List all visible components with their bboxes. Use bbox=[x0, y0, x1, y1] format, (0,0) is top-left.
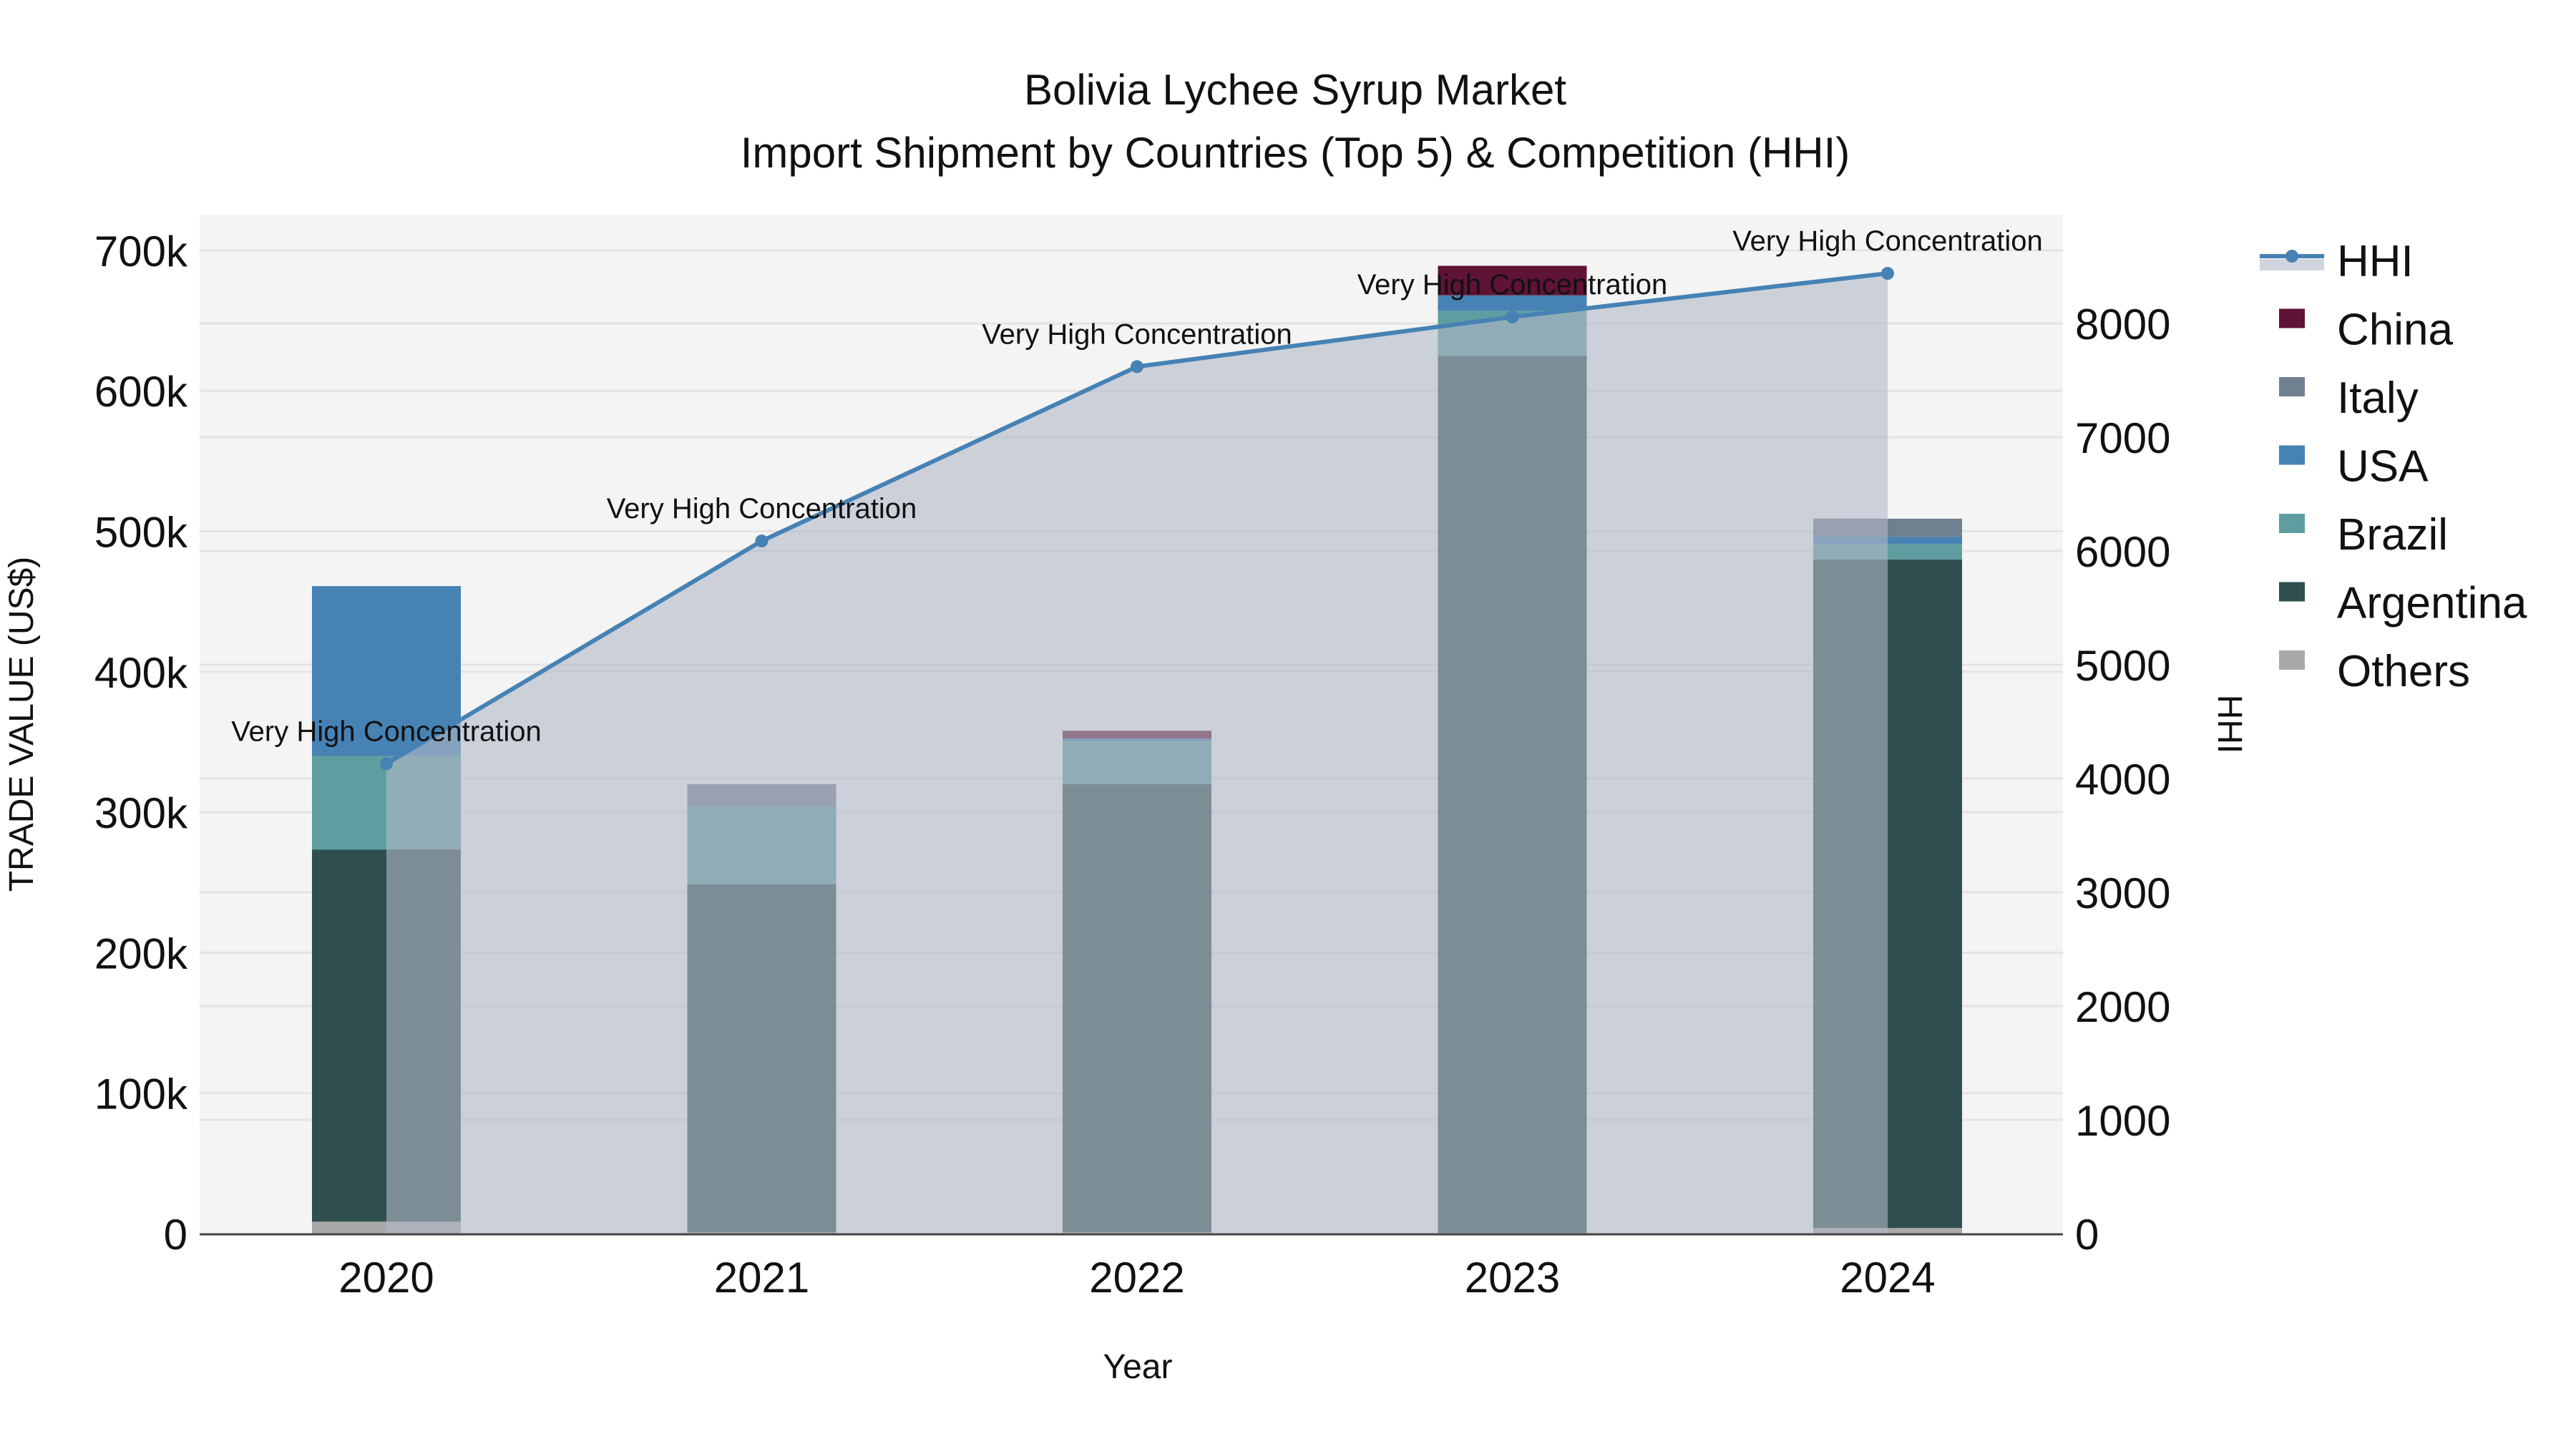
hhi-marker-swatch bbox=[2285, 250, 2298, 263]
hhi-area-fill bbox=[386, 273, 1888, 1234]
right-axis-ticks: 0 1000 2000 3000 4000 5000 6000 7000 8000 bbox=[2075, 301, 2170, 1259]
y2-axis-title: HHI bbox=[2210, 695, 2248, 754]
y-tick-label: 500k bbox=[94, 509, 188, 557]
hhi-marker bbox=[380, 757, 393, 771]
hhi-marker bbox=[1506, 310, 1519, 323]
x-axis-title: Year bbox=[1103, 1348, 1173, 1386]
y-tick-label: 300k bbox=[94, 789, 188, 837]
legend-label: Italy bbox=[2337, 374, 2419, 423]
hhi-annotation: Very High Concentration bbox=[982, 318, 1292, 350]
y-tick-label: 400k bbox=[94, 649, 188, 697]
hhi-marker bbox=[1881, 267, 1894, 280]
legend-swatch-china bbox=[2279, 308, 2305, 328]
hhi-area bbox=[386, 273, 1888, 1234]
legend-swatch-usa bbox=[2279, 445, 2305, 465]
y-tick-label: 600k bbox=[94, 368, 188, 416]
x-tick-label: 2022 bbox=[1089, 1254, 1184, 1302]
y2-tick-label: 2000 bbox=[2075, 983, 2170, 1031]
legend-item-china[interactable]: China bbox=[2279, 306, 2454, 355]
y2-tick-label: 4000 bbox=[2075, 756, 2170, 804]
y-tick-label: 700k bbox=[94, 228, 188, 275]
legend-item-hhi[interactable]: HHI bbox=[2260, 237, 2414, 286]
y-tick-label: 100k bbox=[94, 1070, 188, 1118]
bar-segment-usa bbox=[312, 586, 461, 756]
hhi-annotation: Very High Concentration bbox=[607, 493, 917, 525]
y2-tick-label: 1000 bbox=[2075, 1097, 2170, 1145]
legend-label: Argentina bbox=[2337, 579, 2527, 628]
x-tick-label: 2020 bbox=[338, 1254, 434, 1302]
y2-tick-label: 7000 bbox=[2075, 414, 2170, 462]
y-tick-label: 200k bbox=[94, 930, 188, 977]
legend-swatch-italy bbox=[2279, 377, 2305, 396]
legend-label: China bbox=[2337, 306, 2454, 355]
y2-tick-label: 6000 bbox=[2075, 528, 2170, 576]
y-axis-title: TRADE VALUE (US$) bbox=[3, 557, 41, 892]
chart-subtitle: Import Shipment by Countries (Top 5) & C… bbox=[741, 129, 1850, 177]
hhi-annotations: Very High Concentration Very High Concent… bbox=[231, 225, 2043, 747]
hhi-marker bbox=[1131, 360, 1143, 374]
chart-title: Bolivia Lychee Syrup Market bbox=[1024, 66, 1566, 114]
y2-tick-label: 3000 bbox=[2075, 869, 2170, 917]
x-tick-label: 2021 bbox=[714, 1254, 809, 1302]
y2-tick-label: 0 bbox=[2075, 1211, 2099, 1259]
x-axis-ticks: 2020 2021 2022 2023 2024 bbox=[338, 1254, 1935, 1302]
hhi-marker bbox=[755, 535, 769, 548]
y2-tick-label: 8000 bbox=[2075, 301, 2170, 348]
hhi-area-swatch bbox=[2260, 259, 2324, 270]
legend-swatch-brazil bbox=[2279, 514, 2305, 533]
hhi-annotation: Very High Concentration bbox=[231, 716, 542, 747]
hhi-line bbox=[380, 267, 1894, 771]
x-tick-label: 2024 bbox=[1840, 1254, 1935, 1302]
bar-segment-china bbox=[1438, 265, 1587, 296]
legend-swatch-others bbox=[2279, 650, 2305, 670]
bar-segment-usa bbox=[1438, 295, 1587, 311]
legend-item-usa[interactable]: USA bbox=[2279, 442, 2429, 492]
legend-label: Brazil bbox=[2337, 510, 2448, 560]
legend-label: HHI bbox=[2337, 237, 2414, 286]
y2-tick-label: 5000 bbox=[2075, 642, 2170, 690]
hhi-annotation: Very High Concentration bbox=[1732, 225, 2043, 257]
legend-label: Others bbox=[2337, 647, 2470, 696]
legend-label: USA bbox=[2337, 442, 2429, 492]
legend-item-argentina[interactable]: Argentina bbox=[2279, 579, 2527, 628]
legend-item-italy[interactable]: Italy bbox=[2279, 374, 2419, 423]
legend-item-others[interactable]: Others bbox=[2279, 647, 2470, 696]
left-axis-ticks: 0 100k 200k 300k 400k 500k 600k 700k bbox=[94, 228, 188, 1259]
y-tick-label: 0 bbox=[164, 1211, 187, 1259]
hhi-annotation: Very High Concentration bbox=[1357, 269, 1668, 301]
legend-item-brazil[interactable]: Brazil bbox=[2279, 510, 2448, 560]
legend: HHI China Italy USA Brazil Argentina Others bbox=[2260, 237, 2527, 696]
x-tick-label: 2023 bbox=[1465, 1254, 1560, 1302]
legend-swatch-argentina bbox=[2279, 582, 2305, 602]
